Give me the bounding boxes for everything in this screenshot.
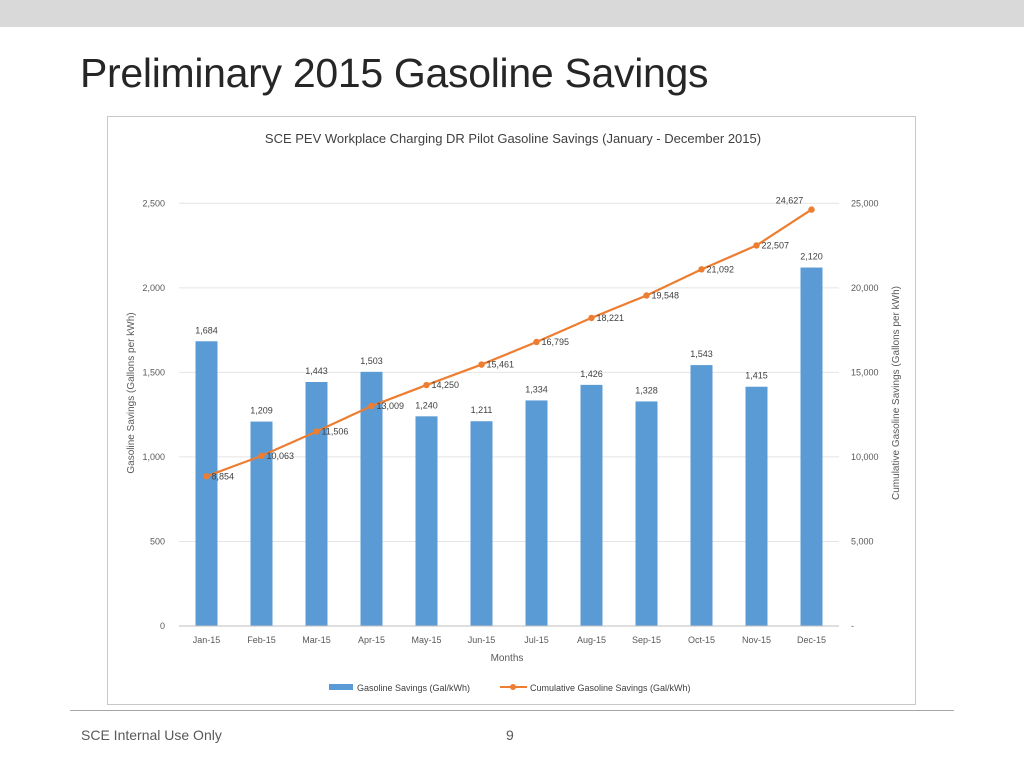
footer-divider xyxy=(70,710,954,711)
y-axis-label: Gasoline Savings (Gallons per kWh) xyxy=(126,312,137,473)
title-band xyxy=(0,0,1024,27)
bar-data-label: 1,328 xyxy=(635,385,658,395)
bar-data-label: 1,503 xyxy=(360,356,383,366)
bar-gasoline-savings xyxy=(415,416,438,626)
x-axis-label: Months xyxy=(491,653,524,664)
x-tick-label: Jan-15 xyxy=(193,635,221,645)
y2-tick-label: - xyxy=(851,621,854,631)
x-tick-label: Nov-15 xyxy=(742,635,771,645)
bar-data-label: 1,334 xyxy=(525,384,548,394)
y2-tick-label: 10,000 xyxy=(851,452,879,462)
x-tick-label: Jul-15 xyxy=(524,635,549,645)
line-point-cumulative xyxy=(368,402,375,410)
bar-data-label: 1,426 xyxy=(580,369,603,379)
bar-gasoline-savings xyxy=(195,341,218,626)
line-data-label: 10,063 xyxy=(267,451,295,461)
chart-legend: Gasoline Savings (Gal/kWh) Cumulative Ga… xyxy=(329,683,691,693)
chart-container: SCE PEV Workplace Charging DR Pilot Gaso… xyxy=(107,116,916,705)
line-point-cumulative xyxy=(313,428,320,435)
y2-axis-label: Cumulative Gasoline Savings (Gallons per… xyxy=(891,286,902,500)
bar-data-label: 1,415 xyxy=(745,371,768,381)
bar-data-label: 2,120 xyxy=(800,252,823,262)
line-data-label: 15,461 xyxy=(487,360,515,370)
page-number: 9 xyxy=(506,727,514,743)
legend-swatch-gasoline-savings xyxy=(329,684,353,690)
legend-label-gasoline-savings: Gasoline Savings (Gal/kWh) xyxy=(357,683,470,693)
x-tick-label: Sep-15 xyxy=(632,635,661,645)
line-data-label: 8,854 xyxy=(212,471,235,481)
line-point-cumulative xyxy=(808,206,815,213)
slide-title: Preliminary 2015 Gasoline Savings xyxy=(80,50,709,96)
line-point-cumulative xyxy=(588,314,595,322)
line-data-label: 13,009 xyxy=(377,401,405,411)
bar-gasoline-savings xyxy=(580,384,603,626)
savings-chart: SCE PEV Workplace Charging DR Pilot Gaso… xyxy=(126,131,902,693)
chart-title: SCE PEV Workplace Charging DR Pilot Gaso… xyxy=(265,131,761,146)
bar-gasoline-savings xyxy=(360,371,383,626)
line-point-cumulative xyxy=(258,452,265,460)
x-tick-label: May-15 xyxy=(411,635,441,645)
x-tick-label: Dec-15 xyxy=(797,635,826,645)
legend-label-cumulative: Cumulative Gasoline Savings (Gal/kWh) xyxy=(530,683,691,693)
y2-tick-label: 5,000 xyxy=(851,536,874,546)
line-point-cumulative xyxy=(203,473,210,480)
bar-data-label: 1,240 xyxy=(415,400,438,410)
line-data-label: 24,627 xyxy=(776,196,804,206)
bar-data-label: 1,684 xyxy=(195,325,218,335)
legend-swatch-cumulative-marker xyxy=(510,684,516,690)
x-tick-label: Aug-15 xyxy=(577,635,606,645)
bar-gasoline-savings xyxy=(525,400,548,626)
bar-data-label: 1,211 xyxy=(471,405,493,415)
line-data-label: 19,548 xyxy=(652,290,680,300)
line-cumulative-savings xyxy=(206,208,813,478)
bar-gasoline-savings xyxy=(250,421,273,626)
line-data-label: 16,795 xyxy=(542,337,570,347)
bar-data-label: 1,443 xyxy=(305,366,328,376)
line-data-label: 22,507 xyxy=(762,240,790,250)
line-data-label: 18,221 xyxy=(597,313,625,323)
x-tick-label: Feb-15 xyxy=(247,635,276,645)
x-tick-label: Jun-15 xyxy=(468,635,496,645)
line-point-cumulative xyxy=(753,242,760,249)
y-tick-label: 2,500 xyxy=(142,198,165,208)
bar-gasoline-savings xyxy=(470,421,493,626)
y2-tick-label: 20,000 xyxy=(851,283,879,293)
x-tick-label: Apr-15 xyxy=(358,635,385,645)
line-data-label: 14,250 xyxy=(432,380,460,390)
y-tick-label: 2,000 xyxy=(142,283,165,293)
line-data-label: 21,092 xyxy=(707,264,735,274)
y2-tick-label: 15,000 xyxy=(851,367,879,377)
bar-gasoline-savings xyxy=(305,382,328,626)
bar-gasoline-savings xyxy=(800,267,823,626)
bar-gasoline-savings xyxy=(690,365,713,626)
bar-data-label: 1,543 xyxy=(690,349,713,359)
y-tick-label: 1,000 xyxy=(142,452,165,462)
line-data-label: 11,506 xyxy=(322,426,349,436)
y2-tick-label: 25,000 xyxy=(851,198,879,208)
bar-data-label: 1,209 xyxy=(250,406,273,416)
x-tick-label: Mar-15 xyxy=(302,635,331,645)
line-point-cumulative xyxy=(533,338,540,346)
bar-gasoline-savings xyxy=(635,401,658,626)
y-tick-label: 0 xyxy=(160,621,165,631)
bar-gasoline-savings xyxy=(745,386,768,626)
line-point-cumulative xyxy=(643,292,650,299)
y-tick-label: 500 xyxy=(150,536,165,546)
line-point-cumulative xyxy=(698,266,705,273)
line-point-cumulative xyxy=(423,381,430,389)
footer-label: SCE Internal Use Only xyxy=(81,727,222,743)
x-tick-label: Oct-15 xyxy=(688,635,715,645)
line-point-cumulative xyxy=(478,361,485,368)
y-tick-label: 1,500 xyxy=(142,367,165,377)
